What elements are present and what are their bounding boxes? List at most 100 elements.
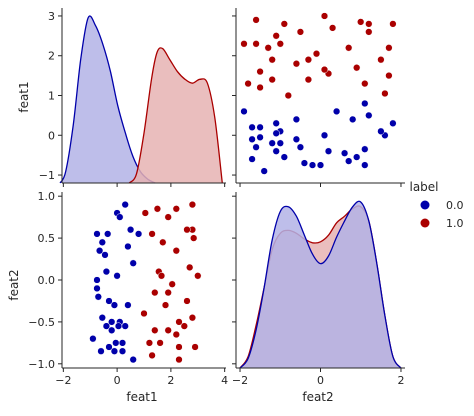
- scatter01-point-1.0-27: [252, 40, 260, 48]
- scatter01-point-0.0-1: [345, 157, 353, 165]
- scatter01-point-0.0-31: [320, 131, 329, 139]
- scatter10-point-0.0-3: [101, 251, 109, 259]
- scatter01-point-1.0-31: [304, 56, 313, 64]
- scatter10-point-0.0-25: [116, 213, 124, 221]
- scatter01-point-1.0-1: [385, 71, 393, 80]
- scatter01-point-1.0-20: [280, 20, 288, 28]
- scatter01-point-1.0-26: [256, 67, 264, 76]
- scatter10-point-0.0-34: [114, 322, 123, 330]
- scatter10-point-1.0-4: [188, 200, 197, 209]
- scatter01-point-1.0-8: [361, 79, 369, 88]
- scatter10-point-0.0-18: [89, 335, 97, 343]
- panel10-ytick-label-3: 0.5: [38, 232, 56, 245]
- scatter01-point-0.0-12: [276, 139, 284, 147]
- scatter01-point-0.0-29: [349, 115, 357, 124]
- scatter01-point-0.0-9: [296, 143, 305, 151]
- scatter01-point-0.0-10: [280, 153, 288, 161]
- scatter01-point-1.0-3: [385, 44, 393, 52]
- scatter10-point-0.0-21: [110, 347, 119, 355]
- scatter01-point-0.0-27: [365, 111, 373, 120]
- scatter01-point-0.0-15: [268, 139, 276, 147]
- kde-feat2-line-0.0: [239, 200, 402, 369]
- scatter01-point-0.0-3: [340, 149, 349, 157]
- scatter10-point-0.0-15: [108, 326, 116, 334]
- panel-scatter-feat2-vs-feat1: [232, 8, 405, 187]
- scatter01-point-0.0-34: [272, 129, 280, 137]
- scatter10-point-0.0-8: [94, 293, 102, 301]
- scatter01-point-0.0-2: [353, 153, 361, 161]
- scatter10-point-0.0-2: [98, 238, 106, 246]
- scatter01-point-1.0-2: [377, 56, 385, 64]
- scatter01-point-0.0-25: [377, 127, 385, 135]
- scatter01-point-1.0-9: [345, 44, 353, 52]
- panel10-ytick-label-2: 0.0: [38, 274, 56, 287]
- scatter01-point-0.0-17: [256, 123, 264, 131]
- panel11-xtick-label-0: −2: [232, 374, 248, 387]
- scatter10-point-1.0-31: [164, 288, 172, 297]
- x-axis-label-feat2: feat2: [302, 390, 333, 404]
- scatter01-point-0.0-6: [316, 161, 325, 169]
- scatter10-point-0.0-10: [98, 314, 106, 322]
- scatter10-point-1.0-23: [180, 322, 188, 330]
- scatter10-point-0.0-19: [97, 347, 105, 355]
- scatter10-point-1.0-14: [168, 280, 176, 288]
- scatter10-point-1.0-11: [194, 272, 202, 280]
- scatter10-point-0.0-14: [121, 322, 129, 330]
- scatter10-point-1.0-18: [140, 309, 148, 318]
- panel10-xtick-label-2: 2: [167, 374, 174, 387]
- axis-labels: feat1 feat2 feat1 feat2: [7, 81, 334, 404]
- panel00-ytick-label-1: 0: [48, 129, 55, 142]
- scatter10-point-0.0-33: [124, 301, 132, 309]
- kde-feat1-line-1.0: [128, 47, 223, 184]
- scatter01-point-0.0-23: [240, 107, 248, 116]
- scatter10-point-1.0-30: [191, 343, 199, 351]
- scatter10-point-0.0-11: [102, 322, 111, 330]
- scatter10-point-1.0-24: [172, 330, 180, 339]
- scatter10-point-0.0-27: [126, 226, 135, 234]
- y-axis-label-feat2: feat2: [7, 269, 21, 300]
- legend-label-1: 1.0: [446, 217, 464, 230]
- panel10-ytick-label-0: −1.0: [28, 358, 55, 371]
- kde-feat1-area-0.0: [60, 16, 156, 183]
- panel10-ytick-label-4: 1.0: [38, 190, 56, 203]
- scatter10-point-0.0-7: [93, 284, 101, 293]
- scatter01-point-1.0-17: [292, 60, 301, 68]
- scatter10-point-0.0-1: [95, 247, 104, 255]
- scatter10-point-1.0-22: [164, 326, 172, 334]
- scatter01-point-1.0-11: [320, 12, 329, 20]
- panel10-ytick-label-1: −0.5: [28, 316, 55, 329]
- scatter10-point-0.0-28: [134, 230, 143, 238]
- scatter01-point-0.0-14: [272, 119, 280, 127]
- scatter01-point-0.0-30: [332, 107, 341, 116]
- scatter01-point-0.0-5: [324, 147, 333, 155]
- scatter01-point-1.0-0: [381, 89, 389, 98]
- scatter01-point-1.0-13: [320, 65, 329, 74]
- scatter01-point-0.0-28: [361, 99, 369, 108]
- scatter01-point-1.0-24: [264, 44, 272, 52]
- scatter01-point-1.0-18: [284, 91, 292, 100]
- scatter10-point-0.0-6: [93, 276, 101, 284]
- scatter10-point-1.0-29: [175, 355, 183, 364]
- panel00-ytick-label-0: −1: [39, 169, 55, 182]
- scatter10-point-1.0-7: [159, 238, 167, 246]
- kde-feat1-area-1.0: [129, 47, 223, 183]
- scatter01-point-0.0-20: [252, 143, 260, 151]
- scatter01-point-1.0-22: [268, 56, 276, 64]
- panel-kde-feat1: −1 0 1 2 3: [39, 8, 226, 187]
- scatter01-point-1.0-28: [244, 79, 252, 88]
- panel11-xtick-label-2: 2: [397, 374, 404, 387]
- scatter10-point-1.0-32: [183, 226, 191, 234]
- scatter01-point-1.0-19: [276, 40, 284, 48]
- scatter10-point-1.0-15: [151, 288, 159, 297]
- kde-feat2-area-0.0: [240, 201, 401, 368]
- legend: label 0.0 1.0: [409, 180, 463, 230]
- scatter01-point-0.0-32: [292, 135, 301, 143]
- y-axis-label-feat1: feat1: [17, 81, 31, 112]
- scatter10-point-0.0-29: [124, 242, 132, 251]
- scatter01-point-0.0-16: [256, 133, 264, 141]
- scatter10-point-1.0-6: [190, 234, 198, 242]
- scatter10-point-0.0-0: [93, 230, 101, 238]
- scatter01-point-1.0-30: [252, 16, 260, 24]
- scatter01-point-0.0-11: [272, 147, 280, 155]
- panel10-xtick-label-1: 0: [114, 374, 121, 387]
